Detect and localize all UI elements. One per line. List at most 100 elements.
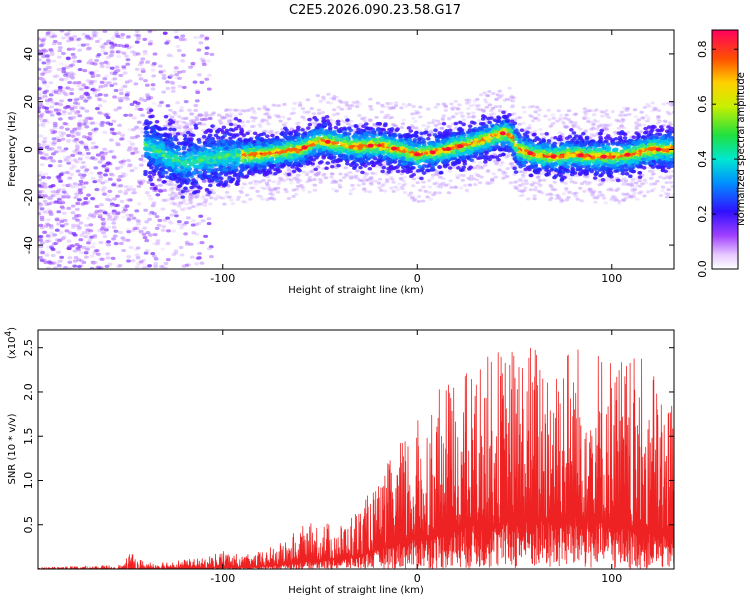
spectrogram-halo-point bbox=[260, 118, 266, 122]
spectrogram-halo-point bbox=[389, 115, 394, 119]
spectrogram-noise-point bbox=[74, 242, 80, 247]
spectrogram-halo-point bbox=[323, 176, 329, 180]
spectrogram-noise-point bbox=[59, 30, 65, 33]
spectrogram-noise-point bbox=[55, 189, 61, 194]
spectrogram-halo-point bbox=[645, 190, 651, 194]
spectrogram-noise-point bbox=[179, 38, 184, 42]
spectrogram-noise-point bbox=[109, 202, 115, 206]
spectrogram-noise-point bbox=[126, 230, 132, 234]
spectrogram-halo-point bbox=[318, 99, 323, 103]
spectrogram-halo-point bbox=[486, 94, 491, 98]
spectrogram-noise-point bbox=[92, 212, 98, 216]
spectrogram-noise-point bbox=[82, 69, 88, 73]
spectrogram-noise-point bbox=[54, 191, 60, 195]
spectrogram-noise-point bbox=[72, 81, 78, 85]
spectrogram-halo-point bbox=[369, 108, 374, 112]
spectrogram-noise-point bbox=[107, 262, 113, 266]
spectrogram-noise-point bbox=[185, 242, 190, 246]
spectrogram-halo-point bbox=[519, 170, 525, 174]
spectrogram-halo-point bbox=[331, 113, 337, 117]
spectrogram-noise-point bbox=[94, 39, 100, 44]
spectrogram-noise-point bbox=[61, 235, 67, 239]
spectrogram-halo-point bbox=[233, 114, 239, 118]
spectrogram-noise-point bbox=[92, 233, 98, 238]
spectrogram-noise-point bbox=[99, 61, 105, 65]
spectrogram-noise-point bbox=[109, 53, 115, 57]
spectrogram-noise-point bbox=[72, 264, 78, 268]
spectrogram-noise-point bbox=[200, 219, 206, 223]
spectrogram-noise-point bbox=[102, 234, 108, 239]
spectrogram-halo-point bbox=[344, 172, 349, 176]
spectrogram-noise-point bbox=[52, 74, 58, 79]
spectrogram-halo-point bbox=[587, 181, 593, 185]
spectrogram-noise-point bbox=[70, 52, 76, 57]
spectrogram-noise-point bbox=[66, 74, 71, 78]
spectrogram-halo-point bbox=[608, 123, 613, 127]
spectrogram-noise-point bbox=[134, 226, 140, 231]
spectrogram-halo-point bbox=[220, 196, 226, 200]
spectrogram-halo-point bbox=[604, 176, 610, 180]
spectrogram-halo-point bbox=[582, 110, 587, 114]
spectrogram-halo-point bbox=[632, 188, 638, 192]
spectrogram-noise-point bbox=[115, 69, 121, 73]
spectrogram-halo-point bbox=[529, 115, 534, 119]
spectrogram-noise-point bbox=[73, 101, 78, 105]
spectrogram-halo-point bbox=[343, 166, 348, 170]
spectrogram-noise-point bbox=[56, 67, 62, 72]
spectrogram-halo-point bbox=[530, 183, 535, 187]
spectrogram-halo-point bbox=[649, 176, 654, 180]
spectrogram-halo-point bbox=[232, 123, 237, 127]
spectrogram-halo-point bbox=[391, 180, 396, 184]
spectrogram-noise-point bbox=[106, 225, 111, 229]
spectrogram-noise-point bbox=[51, 142, 57, 147]
spectrogram-halo-point bbox=[251, 124, 257, 128]
spectrogram-halo-point bbox=[430, 176, 435, 180]
spectrogram-halo-point bbox=[368, 119, 374, 123]
spectrogram-noise-point bbox=[65, 35, 71, 39]
spectrogram-noise-point bbox=[69, 106, 75, 111]
spectrogram-noise-point bbox=[48, 223, 54, 228]
spectrogram-halo-point bbox=[608, 187, 613, 191]
spectrogram-noise-point bbox=[138, 163, 144, 167]
spectrogram-halo-point bbox=[343, 173, 348, 177]
spectrogram-noise-point bbox=[199, 57, 205, 61]
spectrogram-noise-point bbox=[181, 69, 186, 74]
spectrogram-halo-point bbox=[530, 119, 536, 123]
spectrogram-halo-point bbox=[475, 164, 481, 168]
spectrogram-noise-point bbox=[98, 85, 104, 89]
spectrogram-noise-point bbox=[105, 65, 111, 69]
spectrogram-halo-point bbox=[241, 182, 247, 186]
spectrogram-noise-point bbox=[94, 188, 100, 192]
spectrogram-halo-point bbox=[558, 118, 563, 122]
spectrogram-noise-point bbox=[102, 147, 108, 151]
spectrogram-halo-point bbox=[563, 182, 568, 186]
spectrogram-halo-point bbox=[338, 178, 343, 182]
spectrogram-halo-point bbox=[229, 112, 234, 116]
spectrogram-noise-point bbox=[85, 86, 90, 90]
spectrogram-halo-point bbox=[170, 197, 175, 201]
spectrogram-halo-point bbox=[362, 119, 367, 123]
spectrogram-halo-point bbox=[640, 116, 645, 120]
spectrogram-noise-point bbox=[83, 255, 89, 259]
spectrogram-halo-point bbox=[639, 130, 644, 134]
spectrogram-halo-point bbox=[188, 123, 193, 127]
spectrogram-noise-point bbox=[183, 100, 189, 104]
spectrogram-halo-point bbox=[563, 181, 568, 185]
spectrogram-noise-point bbox=[104, 264, 110, 268]
spectrogram-halo-point bbox=[266, 114, 272, 118]
spectrogram-noise-point bbox=[84, 168, 90, 172]
spectrogram-noise-point bbox=[204, 51, 210, 56]
spectrogram-halo-point bbox=[441, 102, 446, 106]
spectrogram-noise-point bbox=[158, 64, 163, 68]
spectrogram-halo-point bbox=[286, 117, 292, 121]
spectrogram-noise-point bbox=[53, 200, 59, 204]
spectrogram-noise-point bbox=[115, 211, 121, 216]
spectrogram-halo-point bbox=[297, 103, 303, 107]
spectrogram-noise-point bbox=[79, 94, 85, 99]
spectrogram-noise-point bbox=[63, 73, 68, 77]
spectrogram-noise-point bbox=[45, 234, 51, 238]
spectrogram-noise-point bbox=[38, 109, 41, 114]
spectrogram-noise-point bbox=[206, 217, 212, 221]
spectrogram-halo-point bbox=[183, 206, 188, 210]
